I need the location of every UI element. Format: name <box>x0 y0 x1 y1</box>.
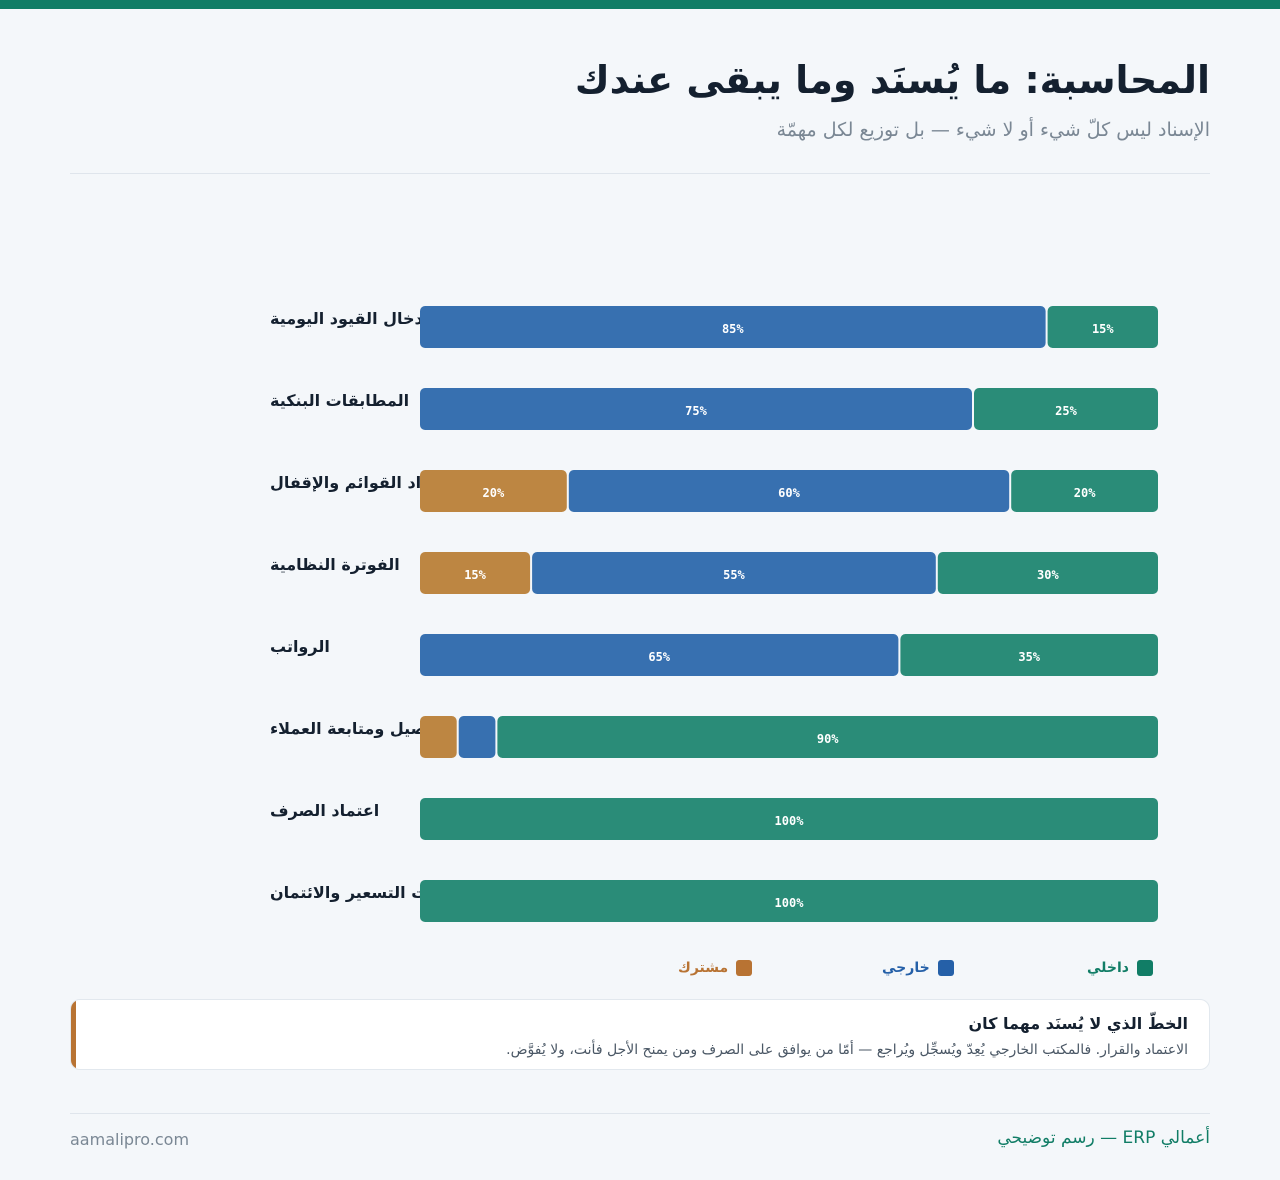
stacked-bar-chart: إدخال القيود اليومية 85% 15% المطابقات البن… <box>270 306 1158 922</box>
legend-internal: داخلي <box>1087 958 1153 978</box>
bar-value-label: 35% <box>1018 650 1040 664</box>
legend-internal-swatch <box>1136 960 1153 976</box>
category-label: المطابقات البنكية <box>270 391 409 410</box>
bar-value-label: 60% <box>778 486 800 500</box>
bar-segment-internal <box>1047 306 1158 348</box>
bar-value-label: 75% <box>685 404 707 418</box>
footer-divider <box>70 1113 1210 1114</box>
legend-external-label: خارجي <box>882 960 930 976</box>
bar-value-label: 15% <box>1092 322 1114 336</box>
legend-shared-label: مشترك <box>678 960 729 976</box>
bar-value-label: 85% <box>722 322 744 336</box>
header-divider <box>70 173 1210 174</box>
page-subtitle: الإسناد ليس كلّ شيء أو لا شيء — بل توزيع… <box>776 119 1210 141</box>
legend-shared: مشترك <box>678 958 753 978</box>
bar-segment-internal <box>937 552 1158 594</box>
legend-internal-label: داخلي <box>1087 960 1129 976</box>
callout-box: الخطّ الذي لا يُسنَد مهما كان الاعتماد و… <box>70 999 1210 1070</box>
category-label: اعتماد الصرف <box>270 801 379 820</box>
category-label: إدخال القيود اليومية <box>270 309 428 328</box>
callout-title: الخطّ الذي لا يُسنَد مهما كان <box>968 1014 1188 1033</box>
bar-value-label: 100% <box>775 896 805 910</box>
bar-segment-external <box>458 716 496 758</box>
bar-value-label: 30% <box>1037 568 1059 582</box>
category-label: الرواتب <box>270 637 330 656</box>
bar-segment-shared <box>420 470 567 512</box>
callout-body: الاعتماد والقرار. فالمكتب الخارجي يُعِدّ… <box>506 1042 1188 1058</box>
page-title: المحاسبة: ما يُسنَد وما يبقى عندك <box>574 58 1210 102</box>
legend-external: خارجي <box>882 958 954 978</box>
footer-site: aamalipro.com <box>70 1130 190 1149</box>
bar-segment-internal <box>1011 470 1158 512</box>
bar-segment-external <box>420 388 972 430</box>
bar-segment-internal <box>420 798 1158 840</box>
bar-segment-external <box>420 634 899 676</box>
bar-value-label: 25% <box>1055 404 1077 418</box>
bar-segment-internal <box>497 716 1158 758</box>
bar-segment-shared <box>420 716 457 758</box>
category-label: إعداد القوائم والإقفال <box>270 473 447 492</box>
bar-segment-internal <box>974 388 1158 430</box>
bar-segment-external <box>532 552 936 594</box>
legend-external-swatch <box>937 960 954 976</box>
bar-value-label: 100% <box>775 814 805 828</box>
bar-segment-external <box>420 306 1046 348</box>
bar-segment-internal <box>420 880 1158 922</box>
callout-accent-bar <box>71 1000 76 1069</box>
category-label: التحصيل ومتابعة العملاء <box>270 719 456 738</box>
bar-value-label: 20% <box>483 486 505 500</box>
top-accent-bar <box>0 0 1280 9</box>
bar-value-label: 55% <box>723 568 745 582</box>
bar-segment-external <box>568 470 1010 512</box>
bar-value-label: 65% <box>648 650 670 664</box>
category-label: الفوترة النظامية <box>270 555 400 574</box>
bar-segment-internal <box>900 634 1158 676</box>
bar-value-label: 15% <box>464 568 486 582</box>
legend-shared-swatch <box>736 960 753 976</box>
footer-brand: أعمالي ERP — رسم توضيحي <box>997 1128 1210 1148</box>
bar-segment-shared <box>420 552 531 594</box>
category-label: قرارات التسعير والائتمان <box>270 883 468 902</box>
bar-value-label: 20% <box>1074 486 1096 500</box>
bar-value-label: 90% <box>817 732 839 746</box>
